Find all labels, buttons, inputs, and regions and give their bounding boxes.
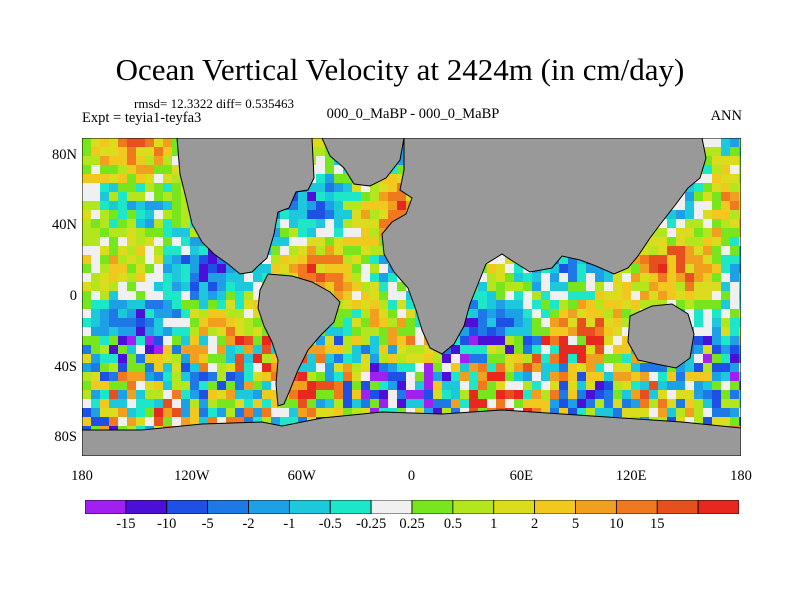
colorbar-box: [493, 500, 536, 514]
velocity-map: [82, 138, 741, 456]
colorbar-box: [615, 500, 658, 514]
colorbar-label: 0.25: [399, 516, 425, 532]
colorbar-label: 5: [571, 516, 580, 532]
colorbar-label: -1: [283, 516, 296, 532]
colorbar: [85, 500, 739, 514]
colorbar-box: [697, 500, 739, 514]
colorbar-box: [411, 500, 454, 514]
lat-label: 80N: [52, 146, 77, 163]
lat-label: 0: [69, 288, 77, 304]
continent-australia: [627, 303, 695, 369]
colorbar-box: [288, 500, 331, 514]
colorbar-label: 1: [490, 516, 498, 532]
colorbar-label: -0.5: [318, 516, 342, 532]
lon-label: 120E: [615, 468, 647, 484]
colorbar-box: [166, 500, 209, 514]
lon-label: 180: [730, 468, 752, 484]
colorbar-box: [85, 500, 127, 514]
lon-label: 60E: [509, 468, 533, 484]
continent-antarctica: [82, 409, 741, 456]
lon-label: 120W: [174, 468, 210, 484]
colorbar-label: 0.5: [443, 516, 462, 532]
continent-south-america: [257, 273, 341, 407]
lat-label: 40N: [52, 217, 77, 234]
colorbar-label: 15: [650, 516, 665, 532]
colorbar-box: [329, 500, 372, 514]
lon-label: 60W: [287, 468, 316, 484]
continent-greenland: [321, 138, 405, 187]
continent-north-america: [176, 138, 315, 275]
colorbar-label: -10: [157, 516, 177, 532]
colorbar-label: 2: [531, 516, 539, 532]
season-label: ANN: [710, 108, 742, 124]
continent-eurasia-africa: [381, 138, 707, 355]
colorbar-label: -5: [201, 516, 214, 532]
colorbar-box: [452, 500, 495, 514]
colorbar-label: -0.25: [356, 516, 387, 532]
colorbar-box: [370, 500, 413, 514]
continents: [82, 138, 741, 456]
colorbar-label: -2: [242, 516, 255, 532]
lat-label: 40S: [54, 358, 77, 375]
colorbar-box: [125, 500, 168, 514]
colorbar-box: [656, 500, 699, 514]
colorbar-box: [248, 500, 290, 514]
lon-label: 180: [71, 468, 93, 484]
colorbar-label: -15: [116, 516, 136, 532]
colorbar-box: [534, 500, 576, 514]
colorbar-label: 10: [609, 516, 624, 532]
stats-text: rmsd= 12.3322 diff= 0.535463: [134, 96, 294, 111]
experiment-label: Expt = teyia1-teyfa3: [82, 110, 202, 126]
colorbar-box: [575, 500, 617, 514]
lat-label: 80S: [54, 429, 77, 446]
case-label: 000_0_MaBP - 000_0_MaBP: [326, 106, 500, 122]
colorbar-box: [207, 500, 249, 514]
map-title: Ocean Vertical Velocity at 2424m (in cm/…: [115, 52, 685, 87]
lon-label: 0: [407, 468, 416, 484]
